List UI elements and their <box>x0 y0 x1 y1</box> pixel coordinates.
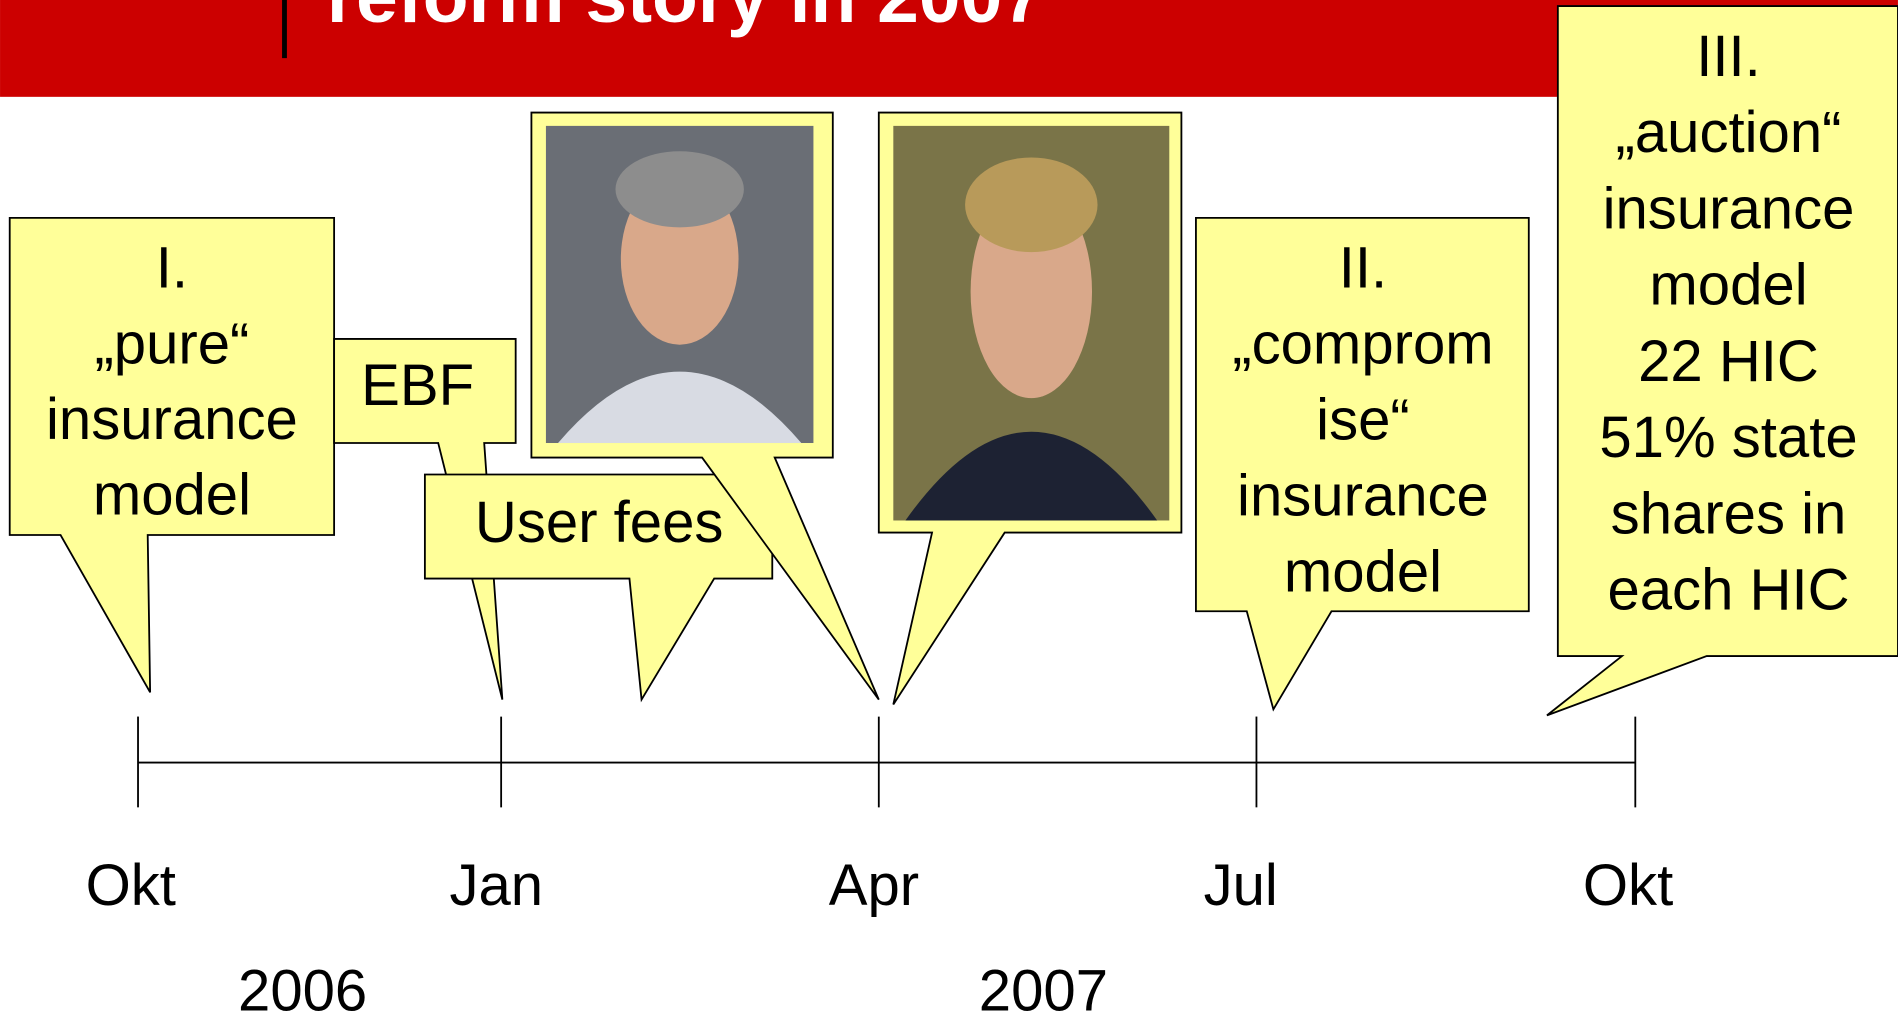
year-label: 2007 <box>979 958 1108 1023</box>
callout-text: insurance <box>1603 176 1855 241</box>
timeline: Okt Jan Apr Jul Okt 2006 2007 <box>86 716 1673 1023</box>
callout-text: insurance <box>1237 463 1489 528</box>
callout-text: model <box>1284 539 1442 604</box>
callout-text: ise“ <box>1316 387 1410 452</box>
callout-text: 22 HIC <box>1638 329 1819 394</box>
month-label: Okt <box>1583 853 1673 918</box>
month-label: Apr <box>829 853 919 918</box>
callout-text: 51% state <box>1599 405 1857 470</box>
photo-hair <box>965 157 1098 253</box>
year-label: 2006 <box>238 958 367 1023</box>
callout-text: II. <box>1339 236 1387 301</box>
callout-text: model <box>1649 253 1807 318</box>
photo-body <box>558 371 802 444</box>
month-label: Jan <box>449 853 543 918</box>
callout-bubble <box>1195 216 1530 712</box>
callouts: I. „pure“ insurance model EBF User fees II. „co… <box>8 5 1898 717</box>
callout-bubble <box>8 216 336 693</box>
callout-text: each HIC <box>1607 558 1849 623</box>
callout-text: „comprom <box>1232 312 1493 377</box>
month-label: Okt <box>86 853 176 918</box>
callout-text: „auction“ <box>1616 100 1842 165</box>
callout-text: shares in <box>1611 481 1847 546</box>
callout-text: User fees <box>475 490 724 555</box>
photo-body <box>905 431 1158 521</box>
callout-text: model <box>93 463 251 528</box>
callout-text: III. <box>1696 24 1761 89</box>
callout-text: „pure“ <box>94 311 249 376</box>
callout-text: EBF <box>361 353 474 418</box>
header-title: reform story in 2007 <box>327 0 1044 38</box>
photo-hair <box>615 151 744 228</box>
callout-text: insurance <box>46 387 298 452</box>
callout-text: I. <box>156 236 188 301</box>
month-label: Jul <box>1204 853 1278 918</box>
